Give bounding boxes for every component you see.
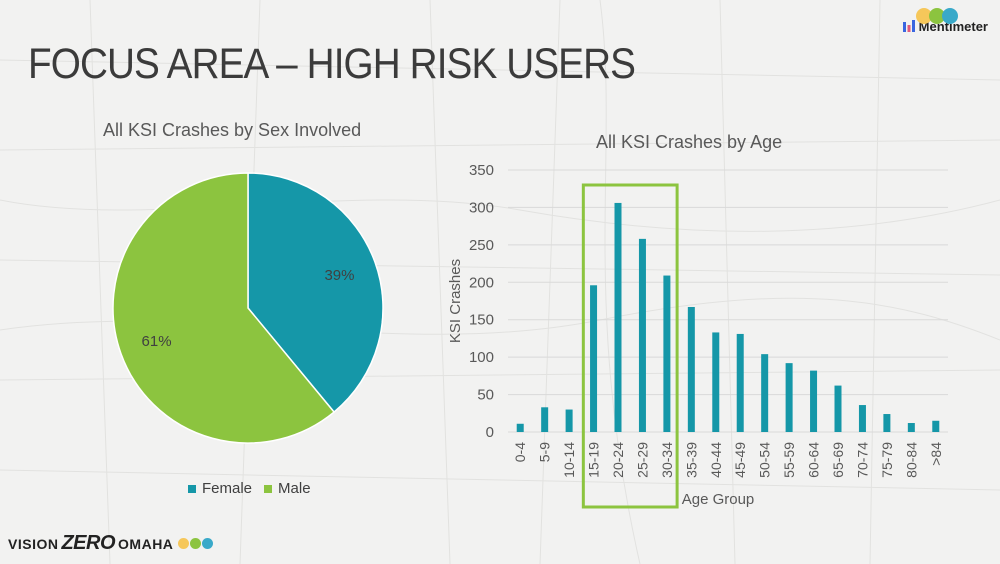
bar-chart: 0 50 100 150 200 250 300 350 KSI Crashes 0-4 5-9 10… <box>447 162 948 509</box>
y-axis-title: KSI Crashes <box>447 259 464 343</box>
x-tick-label: >84 <box>928 442 944 466</box>
footer-dots-icon <box>178 538 214 549</box>
x-tick-label: 35-39 <box>683 442 699 478</box>
y-tick-label: 100 <box>469 349 494 366</box>
pie-data-label-female: 39% <box>324 267 354 284</box>
bar-60-64 <box>810 370 818 432</box>
y-tick-label: 200 <box>469 274 494 291</box>
mentimeter-bars-icon <box>902 20 915 32</box>
legend-item-male: Male <box>264 480 311 497</box>
pie-slice-female <box>247 172 384 414</box>
footer-zero-text: ZERO <box>61 532 116 554</box>
bar-gt84 <box>932 420 940 432</box>
y-tick-label: 0 <box>486 424 494 441</box>
bar-30-34 <box>663 275 671 432</box>
pie-slice-male <box>112 172 336 444</box>
bar-40-44 <box>712 332 720 432</box>
x-tick-label: 0-4 <box>512 442 528 462</box>
y-tick-label: 150 <box>469 312 494 329</box>
bar-chart-title: All KSI Crashes by Age <box>596 132 783 152</box>
y-tick-label: 250 <box>469 237 494 254</box>
x-axis-title: Age Group <box>682 491 755 508</box>
x-tick-label: 20-24 <box>610 442 626 478</box>
x-tick-label: 15-19 <box>586 442 602 478</box>
bar-5-9 <box>541 407 549 432</box>
bar-50-54 <box>761 354 769 432</box>
x-tick-label: 80-84 <box>903 442 919 478</box>
bar-10-14 <box>565 409 573 432</box>
bar-65-69 <box>834 385 842 432</box>
legend-label-female: Female <box>202 480 253 497</box>
x-tick-label: 30-34 <box>659 442 675 478</box>
bar-55-59 <box>785 363 793 432</box>
x-tick-label: 40-44 <box>708 442 724 478</box>
bar-20-24 <box>614 202 622 432</box>
bar-80-84 <box>907 423 915 432</box>
legend-item-female: Female <box>188 480 252 497</box>
x-tick-label: 60-64 <box>806 442 822 478</box>
x-tick-label: 75-79 <box>879 442 895 478</box>
pie-chart-title: All KSI Crashes by Sex Involved <box>103 120 362 140</box>
y-tick-label: 50 <box>477 387 494 404</box>
x-tick-label: 10-14 <box>561 442 577 478</box>
mentimeter-dots-icon <box>916 8 958 24</box>
bar-0-4 <box>516 423 524 432</box>
footer-omaha-text: OMAHA <box>118 535 174 552</box>
pie-data-label-male: 61% <box>142 333 172 350</box>
x-tick-label: 45-49 <box>732 442 748 478</box>
legend-swatch-male <box>264 484 273 493</box>
y-tick-label: 300 <box>469 199 494 216</box>
x-tick-label: 55-59 <box>781 442 797 478</box>
bar-45-49 <box>736 333 744 432</box>
x-tick-label: 5-9 <box>537 442 553 462</box>
pie-legend: Female Male <box>188 480 311 497</box>
footer-vision-text: VISION <box>8 535 59 552</box>
vision-zero-omaha-logo: VISION ZERO OMAHA <box>8 532 214 555</box>
x-tick-label: 70-74 <box>854 442 870 478</box>
highlight-box <box>581 183 679 509</box>
y-tick-label: 350 <box>469 162 494 179</box>
bar-15-19 <box>590 285 598 432</box>
bar-25-29 <box>638 238 646 432</box>
legend-swatch-female <box>188 484 196 493</box>
legend-label-male: Male <box>278 480 311 497</box>
pie-chart: 39% 61% <box>112 172 384 444</box>
x-tick-label: 50-54 <box>757 442 773 478</box>
bar-35-39 <box>687 306 695 432</box>
bar-70-74 <box>858 405 866 432</box>
x-tick-label: 25-29 <box>634 442 650 478</box>
bar-75-79 <box>883 414 891 432</box>
x-tick-label: 65-69 <box>830 442 846 478</box>
page-title: FOCUS AREA – HIGH RISK USERS <box>28 40 636 88</box>
mentimeter-logo[interactable]: Mentimeter <box>902 8 988 38</box>
